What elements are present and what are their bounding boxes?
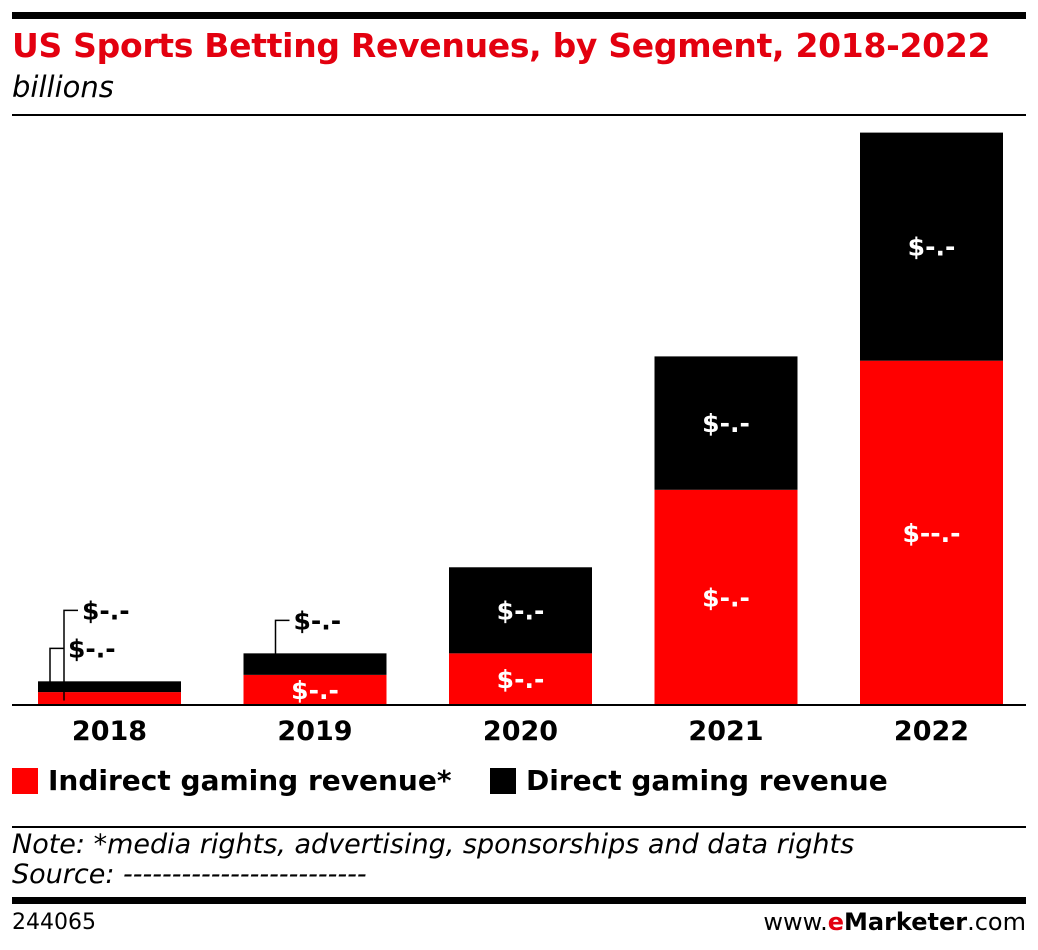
note-rule	[12, 826, 1026, 828]
data-label-2022-series-1: $-.-	[908, 233, 956, 262]
stacked-bar-chart: $-.- $-.- 2018 $-.- $-.- 2019 $-.- $-.- 2020 $-.-…	[12, 132, 1026, 747]
chart-id: 244065	[12, 910, 96, 935]
brand-link[interactable]: www.eMarketer.com	[763, 908, 1026, 936]
chart-subtitle: billions	[12, 70, 114, 104]
title-rule	[12, 114, 1026, 116]
data-label-2020-series-0: $-.-	[497, 665, 545, 694]
bar-2019-series-0	[243, 674, 387, 705]
data-label-2019-series-1: $-.-	[294, 606, 342, 635]
bar-2020-series-1	[449, 567, 592, 654]
data-label-2019-series-0: $-.-	[291, 676, 339, 705]
note-text: Note: *media rights, advertising, sponso…	[12, 829, 855, 860]
data-label-2022-series-0: $--.-	[902, 519, 960, 548]
top-rule	[12, 12, 1026, 19]
brand-name: Marketer	[844, 908, 968, 936]
bar-2022-series-1	[860, 132, 1003, 361]
x-tick-label-2020: 2020	[483, 716, 558, 747]
data-label-2018-series-1: $-.-	[68, 634, 116, 663]
bar-2018-series-1	[38, 681, 181, 693]
bar-2021-series-1	[654, 356, 798, 490]
data-label-2021-series-1: $-.-	[702, 409, 750, 438]
x-tick-label-2019: 2019	[277, 716, 352, 747]
legend-item-indirect: Indirect gaming revenue*	[12, 764, 452, 797]
source-text: Source: -------------------------	[12, 859, 367, 890]
legend-swatch-direct	[490, 767, 516, 794]
brand-logo: eMarketer	[828, 908, 967, 936]
leader-line-2018-series-1	[49, 647, 64, 689]
brand-suffix: .com	[967, 908, 1026, 936]
bar-2021-series-0	[654, 489, 798, 705]
leader-line-2019-series-1	[274, 619, 290, 667]
data-label-2021-series-0: $-.-	[702, 583, 750, 612]
brand-prefix: www.	[763, 908, 828, 936]
bar-2022-series-0	[860, 360, 1003, 705]
data-label-2020-series-1: $-.-	[497, 596, 545, 625]
leader-line-2018-series-0	[63, 609, 78, 701]
bar-2020-series-0	[449, 653, 592, 705]
x-tick-label-2018: 2018	[72, 716, 147, 747]
x-tick-label-2022: 2022	[894, 716, 969, 747]
footer-rule	[12, 897, 1026, 904]
brand-e: e	[827, 908, 845, 936]
chart-title: US Sports Betting Revenues, by Segment, …	[12, 26, 991, 65]
x-tick-label-2021: 2021	[688, 716, 763, 747]
note-block: Note: *media rights, advertising, sponso…	[12, 830, 854, 890]
bar-2019-series-1	[243, 653, 387, 675]
legend-label-direct: Direct gaming revenue	[526, 764, 888, 797]
legend-item-direct: Direct gaming revenue	[490, 764, 888, 797]
legend-label-indirect: Indirect gaming revenue*	[48, 764, 452, 797]
data-label-2018-series-0: $-.-	[82, 596, 130, 625]
bar-2018-series-0	[38, 692, 181, 705]
legend-swatch-indirect	[12, 767, 38, 794]
